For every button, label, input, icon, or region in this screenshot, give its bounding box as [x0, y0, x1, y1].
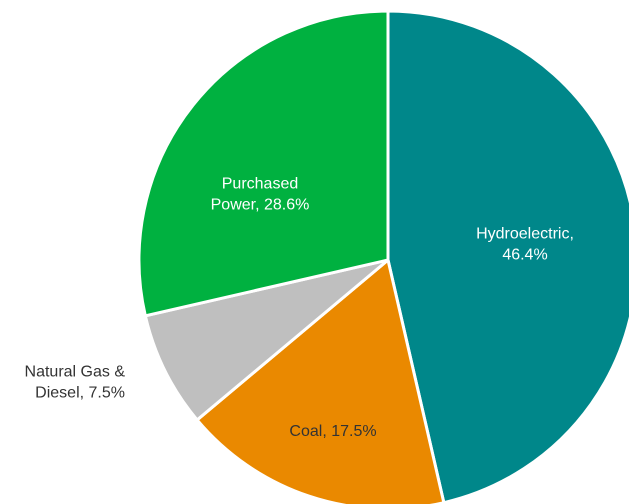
data-label: Hydroelectric,	[476, 226, 574, 243]
pie-slice	[137, 9, 390, 318]
data-label: Natural Gas &	[25, 364, 126, 381]
pie-slice	[143, 258, 389, 423]
data-label: 46.4%	[502, 247, 547, 264]
data-label: Purchased	[222, 176, 299, 193]
pie-slice	[386, 9, 629, 504]
data-label: Power, 28.6%	[211, 197, 310, 214]
data-label: Diesel, 7.5%	[35, 385, 125, 402]
data-label: Coal, 17.5%	[289, 423, 376, 440]
pie-slice	[195, 257, 446, 504]
